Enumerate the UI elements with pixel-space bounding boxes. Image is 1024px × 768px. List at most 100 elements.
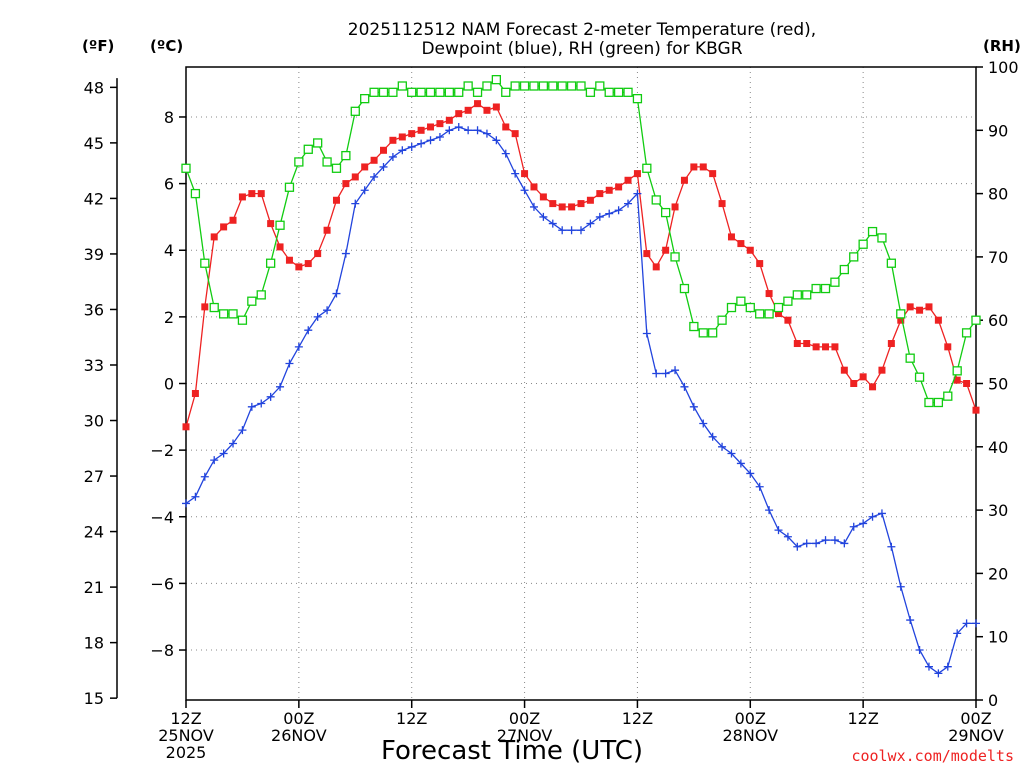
rh-point <box>820 283 831 294</box>
dewpoint-point <box>313 312 322 321</box>
x-axis-title: Forecast Time (UTC) <box>381 736 643 766</box>
dewpoint-point <box>718 442 727 451</box>
dewpoint-point <box>943 662 952 671</box>
dewpoint-point <box>699 419 708 428</box>
temperature-point <box>662 246 670 254</box>
temperature-point <box>831 343 839 351</box>
temperature-point <box>361 163 369 171</box>
fahrenheit-tick-label: 24 <box>84 523 104 542</box>
celsius-tick-label: −2 <box>150 441 174 460</box>
dewpoint-point <box>614 206 623 215</box>
rh-point <box>218 309 229 319</box>
dewpoint-point <box>351 199 360 208</box>
dewpoint-point <box>238 426 247 435</box>
dewpoint-point <box>708 432 717 441</box>
temperature-point <box>615 183 623 191</box>
x-tick-label: 00Z <box>960 709 991 728</box>
rh-point <box>435 87 445 97</box>
x-tick-label: 12Z <box>622 709 653 728</box>
rh-unit-label: (RH) <box>983 37 1021 55</box>
rh-point <box>181 163 191 173</box>
rh-point <box>369 87 379 97</box>
rh-point <box>454 87 464 97</box>
axes <box>110 66 983 708</box>
rh-point <box>914 372 925 382</box>
dewpoint-point <box>191 492 200 501</box>
temperature-point <box>737 240 745 248</box>
rh-point <box>576 81 586 91</box>
rh-tick-label: 20 <box>988 564 1008 583</box>
celsius-tick-label: 4 <box>164 241 174 260</box>
dewpoint-point <box>435 132 444 141</box>
dewpoint-point <box>182 499 190 508</box>
fahrenheit-tick-label: 21 <box>84 578 104 597</box>
temperature-point <box>464 106 472 114</box>
rh-point <box>811 283 821 294</box>
rh-point <box>472 87 483 97</box>
rh-point <box>284 182 295 192</box>
dewpoint-point <box>445 126 454 135</box>
dewpoint-point <box>934 669 943 678</box>
temperature-point <box>756 260 764 268</box>
rh-point <box>755 309 765 319</box>
rh-tick-label: 40 <box>988 438 1008 457</box>
temperature-point <box>267 220 275 228</box>
fahrenheit-tick-label: 42 <box>84 189 104 208</box>
dewpoint-point <box>379 162 388 171</box>
temperature-point <box>605 186 613 194</box>
dewpoint-point <box>577 226 585 235</box>
rh-point <box>613 87 624 97</box>
dewpoint-point <box>924 662 933 671</box>
rh-point <box>896 309 906 319</box>
rh-tick-label: 10 <box>988 628 1008 647</box>
dewpoint-point <box>830 536 839 545</box>
temperature-point <box>775 310 782 318</box>
celsius-tick-label: −6 <box>150 574 174 593</box>
temperature-point <box>257 190 265 198</box>
rh-point <box>595 81 605 91</box>
rh-tick-label: 60 <box>988 311 1008 330</box>
rh-point <box>228 309 238 319</box>
temperature-point <box>878 366 886 374</box>
temperature-point <box>351 173 359 181</box>
rh-point <box>482 81 492 91</box>
temperature-point <box>699 163 707 171</box>
rh-point <box>397 81 407 91</box>
dewpoint-point <box>417 139 426 148</box>
temperature-point <box>765 290 773 298</box>
temperature-point <box>295 263 303 271</box>
dewpoint-point <box>595 212 604 221</box>
temperature-point <box>238 193 246 201</box>
rh-point <box>501 87 511 97</box>
temperature-point <box>671 203 679 211</box>
rh-point <box>247 296 257 306</box>
dewpoint-point <box>671 366 680 375</box>
temperature-point <box>869 383 877 391</box>
rh-tick-label: 90 <box>988 121 1008 140</box>
rh-point <box>200 258 210 268</box>
dewpoint-point <box>304 326 313 335</box>
dewpoint-point <box>821 536 830 545</box>
celsius-tick-label: −4 <box>150 508 174 527</box>
chart-title-line2: Dewpoint (blue), RH (green) for KBGR <box>421 39 742 59</box>
celsius-unit-label: (ºC) <box>150 37 183 55</box>
temperature-point <box>784 316 792 324</box>
dewpoint-point <box>774 526 783 535</box>
temperature-point <box>934 316 942 324</box>
dewpoint-point <box>812 539 821 548</box>
rh-point <box>745 302 755 313</box>
rh-point <box>961 328 972 338</box>
temperature-point <box>342 180 350 188</box>
temperature-point <box>539 193 547 201</box>
temperature-point <box>916 306 924 314</box>
dewpoint-point <box>200 472 209 481</box>
rh-point <box>303 144 313 154</box>
temperature-point <box>568 203 576 211</box>
temperature-point <box>549 200 557 208</box>
temperature-point <box>859 373 867 381</box>
dewpoint-point <box>473 126 482 135</box>
temperature-point <box>502 123 510 131</box>
dewpoint-point <box>482 129 491 138</box>
credit-text: coolwx.com/modelts <box>851 747 1014 765</box>
rh-point <box>416 87 426 97</box>
